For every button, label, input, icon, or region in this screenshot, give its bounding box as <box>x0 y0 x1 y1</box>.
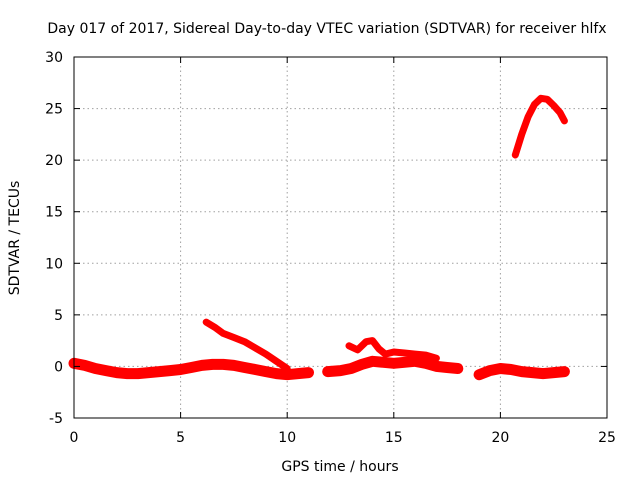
y-tick-label: -5 <box>49 411 63 427</box>
y-tick-label: 30 <box>45 50 63 66</box>
series-baseline-a <box>68 357 314 381</box>
series-baseline-c <box>473 363 570 381</box>
y-tick-labels: -5 0 5 10 15 20 25 30 <box>45 50 63 427</box>
ticks <box>73 56 608 419</box>
x-tick-label: 10 <box>278 430 296 446</box>
grid <box>74 57 607 418</box>
series-decline-6to10 <box>202 318 291 372</box>
series-rise-arc <box>511 94 568 159</box>
y-tick-label: 0 <box>54 359 63 375</box>
series-baseline-b <box>322 355 464 378</box>
y-tick-label: 5 <box>54 308 63 324</box>
x-tick-label: 25 <box>598 430 616 446</box>
chart-title: Day 017 of 2017, Sidereal Day-to-day VTE… <box>47 21 606 37</box>
x-axis-label: GPS time / hours <box>281 459 398 475</box>
series-bump-13to17 <box>345 337 440 362</box>
y-tick-label: 10 <box>45 256 63 272</box>
y-tick-label: 25 <box>45 102 63 118</box>
x-tick-label: 5 <box>176 430 185 446</box>
plot-frame <box>73 56 608 419</box>
x-tick-label: 0 <box>70 430 79 446</box>
series-layer <box>68 94 570 381</box>
x-tick-label: 15 <box>385 430 403 446</box>
y-axis-label: SDTVAR / TECUs <box>7 181 23 296</box>
y-tick-label: 15 <box>45 205 63 221</box>
x-tick-labels: 0 5 10 15 20 25 <box>70 430 616 446</box>
y-tick-label: 20 <box>45 153 63 169</box>
x-tick-label: 20 <box>491 430 509 446</box>
